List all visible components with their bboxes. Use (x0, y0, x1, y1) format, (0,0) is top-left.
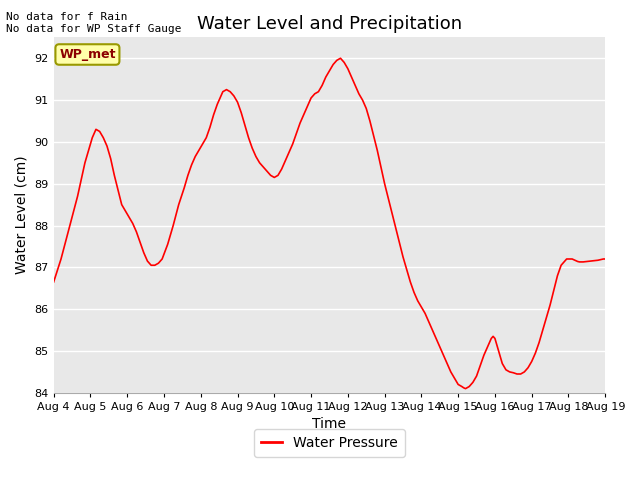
Text: No data for WP Staff Gauge: No data for WP Staff Gauge (6, 24, 182, 34)
Text: No data for f Rain: No data for f Rain (6, 12, 128, 22)
Text: WP_met: WP_met (59, 48, 116, 61)
Legend: Water Pressure: Water Pressure (254, 429, 404, 457)
X-axis label: Time: Time (312, 418, 346, 432)
Y-axis label: Water Level (cm): Water Level (cm) (15, 156, 29, 275)
Title: Water Level and Precipitation: Water Level and Precipitation (197, 15, 462, 33)
